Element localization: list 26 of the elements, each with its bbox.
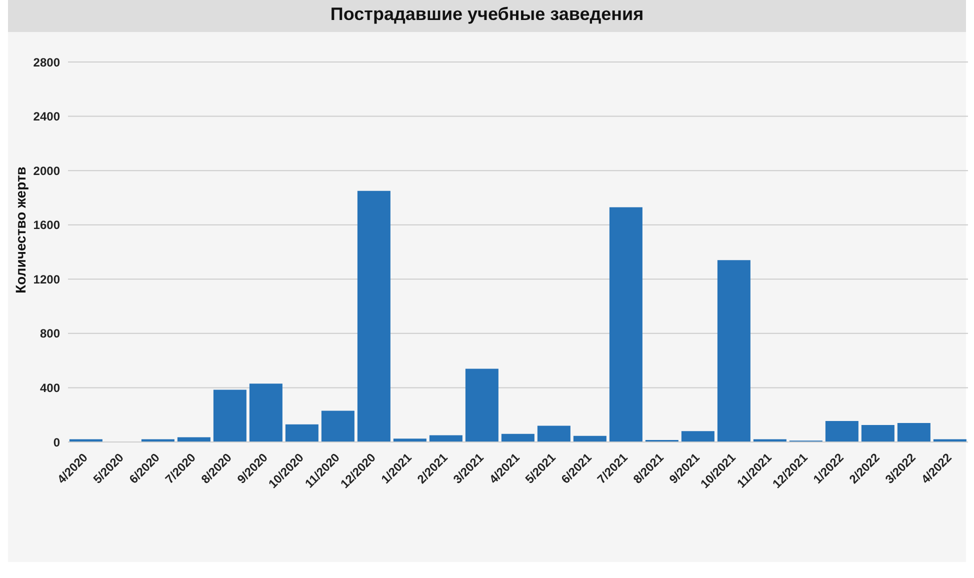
y-axis-title: Количество жертв — [12, 166, 28, 294]
bar — [573, 436, 606, 442]
y-tick-label: 1200 — [33, 272, 60, 286]
bar — [501, 434, 534, 442]
bar — [321, 410, 354, 442]
bar — [285, 424, 318, 442]
bar — [717, 260, 750, 442]
bar — [897, 423, 930, 442]
bar — [537, 426, 570, 442]
bar — [465, 368, 498, 442]
y-tick-label: 1600 — [33, 218, 60, 232]
bar — [825, 420, 858, 442]
bar — [861, 425, 894, 442]
y-tick-label: 0 — [53, 435, 60, 450]
bar — [213, 390, 246, 442]
bar — [249, 384, 282, 442]
y-tick-label: 2800 — [33, 55, 60, 70]
chart-title: Пострадавшие учебные заведения — [8, 0, 966, 32]
bar — [429, 435, 462, 442]
bar — [357, 190, 390, 442]
y-tick-label: 2000 — [33, 164, 60, 178]
y-tick-label: 800 — [40, 326, 60, 341]
y-tick-label: 400 — [40, 380, 60, 395]
bar — [681, 431, 714, 442]
bar — [609, 207, 642, 442]
y-tick-label: 2400 — [33, 110, 60, 124]
